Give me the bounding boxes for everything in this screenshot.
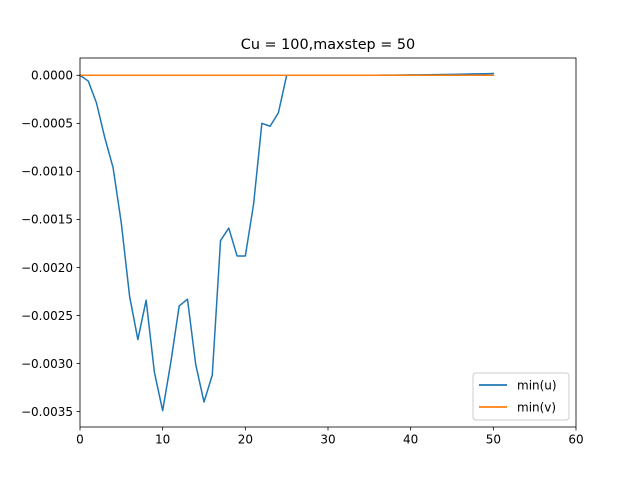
plot-area-frame: [79, 57, 577, 428]
x-tick-label: 50: [486, 433, 501, 447]
x-tick-label: 0: [76, 433, 84, 447]
legend: min(u) min(v): [472, 372, 570, 421]
y-tick-label: −0.0010: [21, 165, 73, 179]
y-tick-label: −0.0025: [21, 309, 73, 323]
x-tick-label: 30: [320, 433, 335, 447]
legend-label-min-u: min(u): [517, 379, 557, 393]
x-tick-label: 40: [403, 433, 418, 447]
y-axis: 0.0000 −0.0005 −0.0010 −0.0015 −0.0020 −0.002…: [21, 69, 80, 419]
chart-title: Cu = 100,maxstep = 50: [241, 37, 415, 53]
x-tick-label: 20: [238, 433, 253, 447]
series-layer: [78, 72, 495, 412]
y-tick-label: −0.0035: [21, 405, 73, 419]
x-tick-label: 60: [568, 433, 583, 447]
x-axis: 0 10 20 30 40 50 60: [76, 427, 584, 447]
x-tick-label: 10: [155, 433, 170, 447]
y-tick-label: −0.0015: [21, 213, 73, 227]
y-tick-label: −0.0020: [21, 261, 73, 275]
y-tick-label: −0.0030: [21, 357, 73, 371]
y-tick-label: 0.0000: [31, 69, 73, 83]
legend-label-min-v: min(v): [517, 401, 556, 415]
y-tick-label: −0.0005: [21, 117, 73, 131]
